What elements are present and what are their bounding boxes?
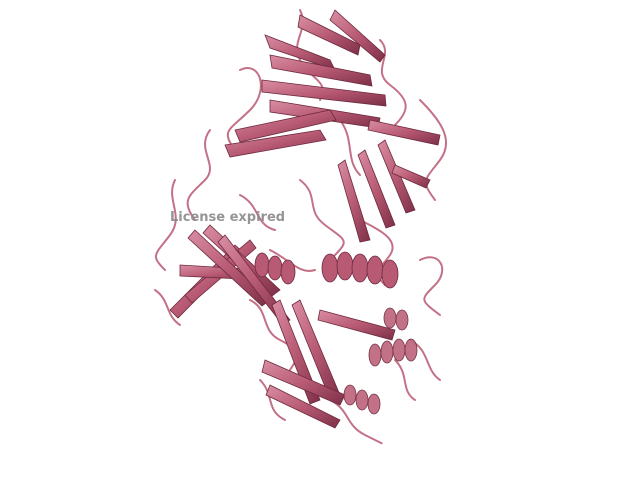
- left-beta-sheet: [169, 224, 291, 325]
- right-beta-sheet: [337, 119, 441, 243]
- lower-beta-sheet: [261, 299, 396, 429]
- upper-beta-sheet: [224, 9, 387, 158]
- alpha-helix-lower: [343, 307, 418, 415]
- coil-loops: [154, 9, 447, 445]
- alpha-helix-top: [254, 251, 399, 289]
